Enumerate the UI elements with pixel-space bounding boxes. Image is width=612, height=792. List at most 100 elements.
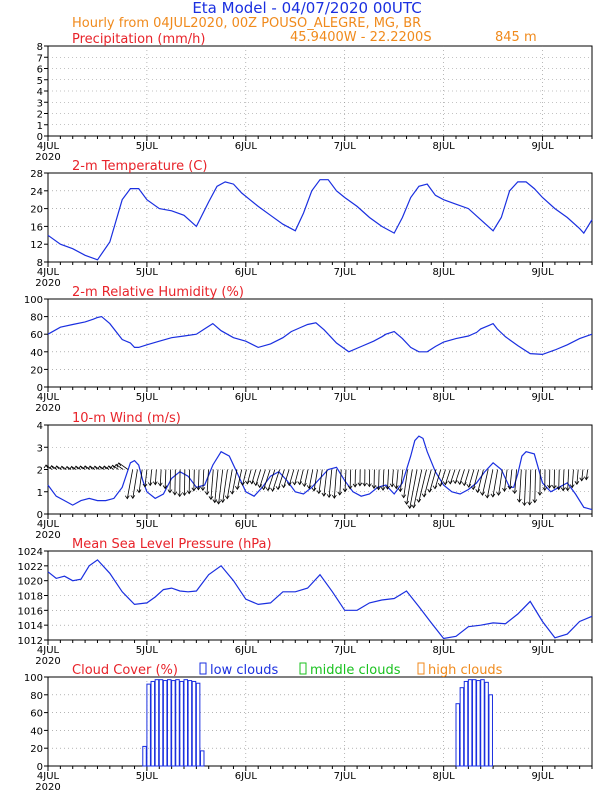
x-year-label: 2020 [35,152,60,163]
wind-barb-head [292,481,297,486]
wind-barb-head [157,482,163,487]
wind-barb-head [130,495,136,500]
wind-barb-head [421,493,427,498]
wind-barb [214,469,219,503]
x-tick-label: 4JUL [37,392,60,403]
y-tick-label: 2 [37,110,43,121]
x-tick-label: 5JUL [136,519,159,530]
wind-barb [534,469,536,503]
x-tick-label: 5JUL [136,141,159,152]
wind-barb-head [337,491,343,496]
wind-barb-head [432,485,438,490]
wind-barb [299,469,304,485]
chart-coords: 45.9400W - 22.2200S [290,30,432,45]
wind-barb-head [490,493,496,498]
wind-barb [202,469,205,491]
panel-5: 0 20 40 60 80 100 4JUL 5JUL 6JUL 7JUL 8JUL 9JUL 2020… [24,662,593,792]
wind-barb-head [522,502,527,507]
wind-barb [581,469,584,481]
wind-barb-head [457,481,463,485]
wind-barb [318,469,323,494]
x-tick-label: 9JUL [531,645,554,656]
wind-barb-head [281,484,286,489]
wind-barb-head [443,481,448,486]
y-tick-label: 60 [30,709,43,720]
cloud-bar [183,679,189,767]
y-tick-label: 24 [30,187,43,198]
wind-barb-head [475,489,481,494]
wind-barb [468,469,475,488]
wind-barb-head [411,504,416,509]
panel-frame [47,676,593,767]
x-tick-label: 6JUL [235,141,258,152]
cloud-bar [191,680,197,767]
x-year-label: 2020 [35,530,60,541]
x-tick-label: 9JUL [531,141,554,152]
y-tick-label: 1016 [18,606,43,617]
wind-barb [132,469,138,499]
wind-barb-head [116,462,122,467]
wind-barb [576,469,579,485]
wind-barb-head [393,485,399,490]
wind-barb [246,469,252,484]
cloud-bar [142,745,147,767]
wind-barb-head [560,487,566,492]
panel-title: 10-m Wind (m/s) [72,411,181,426]
y-tick-label: 0 [37,383,43,394]
x-tick-label: 8JUL [433,392,456,403]
wind-barb-head [69,465,74,470]
wind-barb-head [316,490,322,495]
wind-barb-head [362,482,368,487]
x-tick-label: 5JUL [136,267,159,278]
wind-barb-head [191,487,197,492]
wind-barb-head [235,486,240,490]
y-tick-label: 1014 [18,621,43,632]
wind-barb-head [245,480,250,485]
wind-barb [492,469,499,497]
wind-barb-head [229,490,235,495]
wind-barb-head [466,483,472,488]
wind-barb-head [286,482,292,487]
wind-barb-head [367,483,372,488]
legend-swatch [417,662,425,675]
y-tick-label: 1020 [18,577,43,588]
wind-barb-head [106,465,112,470]
wind-barb [434,469,442,489]
wind-barb-head [401,494,407,499]
wind-barb-head [484,494,490,499]
wind-barb [164,469,167,489]
y-tick-label: 6 [37,65,43,76]
y-tick-label: 20 [30,365,43,376]
wind-barb-head [136,489,142,494]
wind-barb-head [516,498,522,503]
x-tick-label: 4JUL [37,267,60,278]
wind-barb-head [321,492,327,497]
wind-barb [423,469,432,497]
wind-barb-head [43,464,49,469]
x-tick-label: 6JUL [235,392,258,403]
cloud-bar [488,694,493,767]
wind-barb-head [527,501,532,506]
x-tick-label: 6JUL [235,267,258,278]
y-tick-label: 2 [37,466,43,477]
wind-barb [118,462,129,470]
wind-barb [395,469,399,489]
x-tick-label: 8JUL [433,771,456,782]
wind-barb-head [461,482,467,487]
panel-title: Cloud Cover (%) [72,663,178,678]
x-tick-label: 8JUL [433,519,456,530]
cloud-bar [175,679,180,767]
wind-barb [144,469,148,488]
panel-title: 2-m Relative Humidity (%) [72,285,244,300]
x-tick-label: 7JUL [334,392,357,403]
legend-label: middle clouds [310,663,401,678]
x-tick-label: 4JUL [37,141,60,152]
y-tick-label: 1022 [18,562,43,573]
wind-barb-head [142,483,148,488]
wind-barb-head [196,486,201,491]
wind-barb [382,469,385,491]
y-tick-label: 3 [37,98,43,109]
wind-barb-head [437,482,443,487]
wind-barb-head [380,486,386,491]
wind-barb [399,469,404,492]
